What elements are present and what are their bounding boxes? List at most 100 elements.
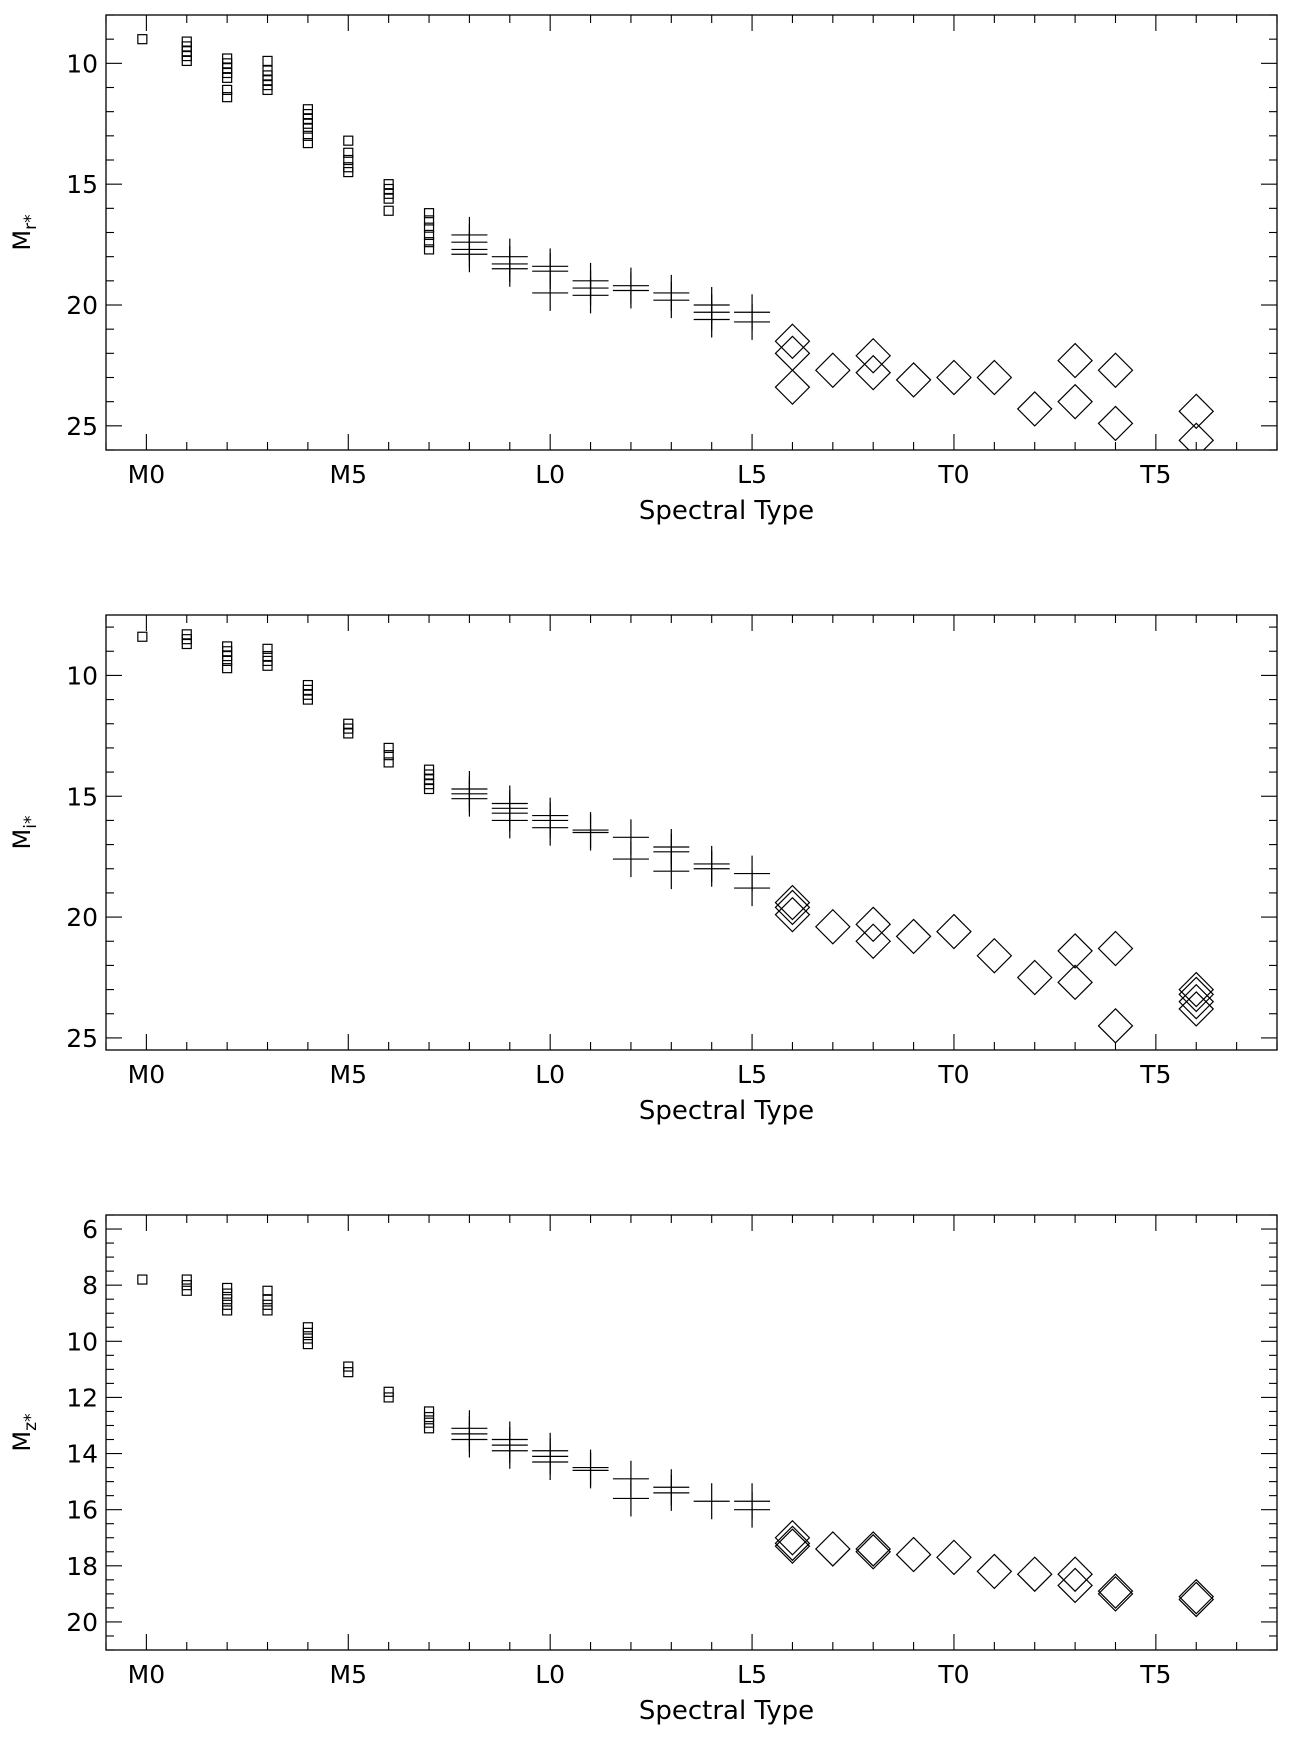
diamond-marker [855,1533,892,1570]
x-tick-label: M0 [128,1660,165,1689]
diamond-marker [774,896,811,933]
x-tick-label: L0 [535,1660,565,1689]
square-marker [302,1338,313,1350]
diamond-marker [976,1553,1013,1590]
square-marker [262,55,273,67]
diamond-marker [1178,1581,1215,1618]
square-marker [262,84,273,96]
y-tick-label: 10 [66,49,98,78]
plus-marker [693,301,730,338]
y-tick-label: 10 [66,1327,98,1356]
diamond-marker [1057,933,1093,969]
y-axis-label: Mr* [8,214,41,250]
diamond-marker [1097,1576,1134,1612]
y-tick-label: 15 [66,170,98,199]
diamond-marker [1097,352,1134,389]
plus-marker [612,272,649,309]
square-marker [343,147,354,158]
diamond-marker [1016,391,1053,427]
y-axis-label: Mz* [8,1413,41,1451]
y-axis-label-sub: r* [21,214,41,230]
square-marker [181,1285,192,1296]
plus-marker [734,870,771,907]
y-axis-label: Mi* [8,816,41,850]
square-marker [222,1299,233,1310]
square-marker [423,244,435,255]
square-marker [343,1361,354,1372]
square-marker [383,1386,394,1397]
square-marker [423,229,435,241]
square-marker [423,215,435,226]
plus-marker [491,1432,528,1469]
square-marker [302,1322,313,1333]
square-marker [383,193,394,204]
square-marker [423,1417,435,1428]
plus-marker [491,250,528,287]
x-tick-label: T0 [937,1060,969,1089]
square-marker [222,1288,233,1299]
diamond-marker [814,352,851,389]
panel-0: M0 M5 L0 L5 T0 T5 10 15 20 25 Spectral Type Mr* [8,14,1278,526]
x-tick-label: L5 [737,1060,767,1089]
square-marker [423,783,435,795]
x-axis-label: Spectral Type [639,1696,814,1726]
x-tick-label: T5 [1139,1660,1171,1689]
diamond-marker [774,1525,811,1562]
square-marker [343,166,354,178]
diamond-marker [976,359,1013,396]
plus-marker [653,853,690,890]
diamond-marker [895,918,932,955]
square-marker [423,208,435,219]
x-tick-label: M0 [128,1060,165,1089]
square-marker [222,84,233,96]
square-marker [383,1392,394,1403]
diamond-marker [774,884,811,921]
diamond-marker [1178,991,1215,1027]
plus-marker [693,850,730,887]
square-marker [423,1423,435,1434]
panel-1: M0 M5 L0 L5 T0 T5 10 15 20 25 Spectral Type Mi* [8,614,1278,1126]
y-axis-label-sub: i* [21,816,41,829]
square-marker [302,123,313,134]
plus-marker [491,802,528,839]
diamond-marker [1057,383,1093,420]
diamond-marker [976,937,1013,974]
square-marker [181,55,192,67]
diamond-marker [814,1531,851,1567]
diamond-marker [774,323,811,360]
diamond-marker [1057,1567,1093,1604]
x-tick-label: T0 [937,1660,969,1689]
x-tick-label: M5 [330,460,367,489]
square-marker [262,1299,273,1310]
y-tick-label: 14 [66,1440,98,1469]
square-marker [181,1280,192,1291]
square-marker [222,1282,233,1294]
diamond-marker [855,337,892,374]
diamond-marker [774,889,811,926]
markers [137,1274,1215,1618]
diamond-marker [774,1528,811,1565]
y-tick-label: 20 [66,903,98,932]
x-tick-label: L0 [535,460,565,489]
diamond-marker [1178,971,1215,1008]
square-marker [302,137,313,149]
plus-marker [572,277,609,314]
square-marker [222,655,233,667]
y-axis-label-main: M [8,230,36,251]
plus-marker [612,1480,649,1517]
square-marker [181,1274,192,1285]
diamond-marker [1097,1573,1134,1609]
square-marker [262,660,273,671]
y-tick-label: 15 [66,782,98,811]
square-marker [222,1305,233,1316]
square-marker [383,750,394,761]
diamond-marker [814,908,851,945]
y-axis-label-sub: z* [21,1413,41,1430]
square-marker [181,638,192,650]
square-marker [383,742,394,754]
plus-marker [532,809,569,846]
x-tick-label: L5 [737,460,767,489]
square-marker [137,34,148,45]
y-axis-label-main: M [8,1431,36,1452]
diamond-marker [895,362,932,398]
